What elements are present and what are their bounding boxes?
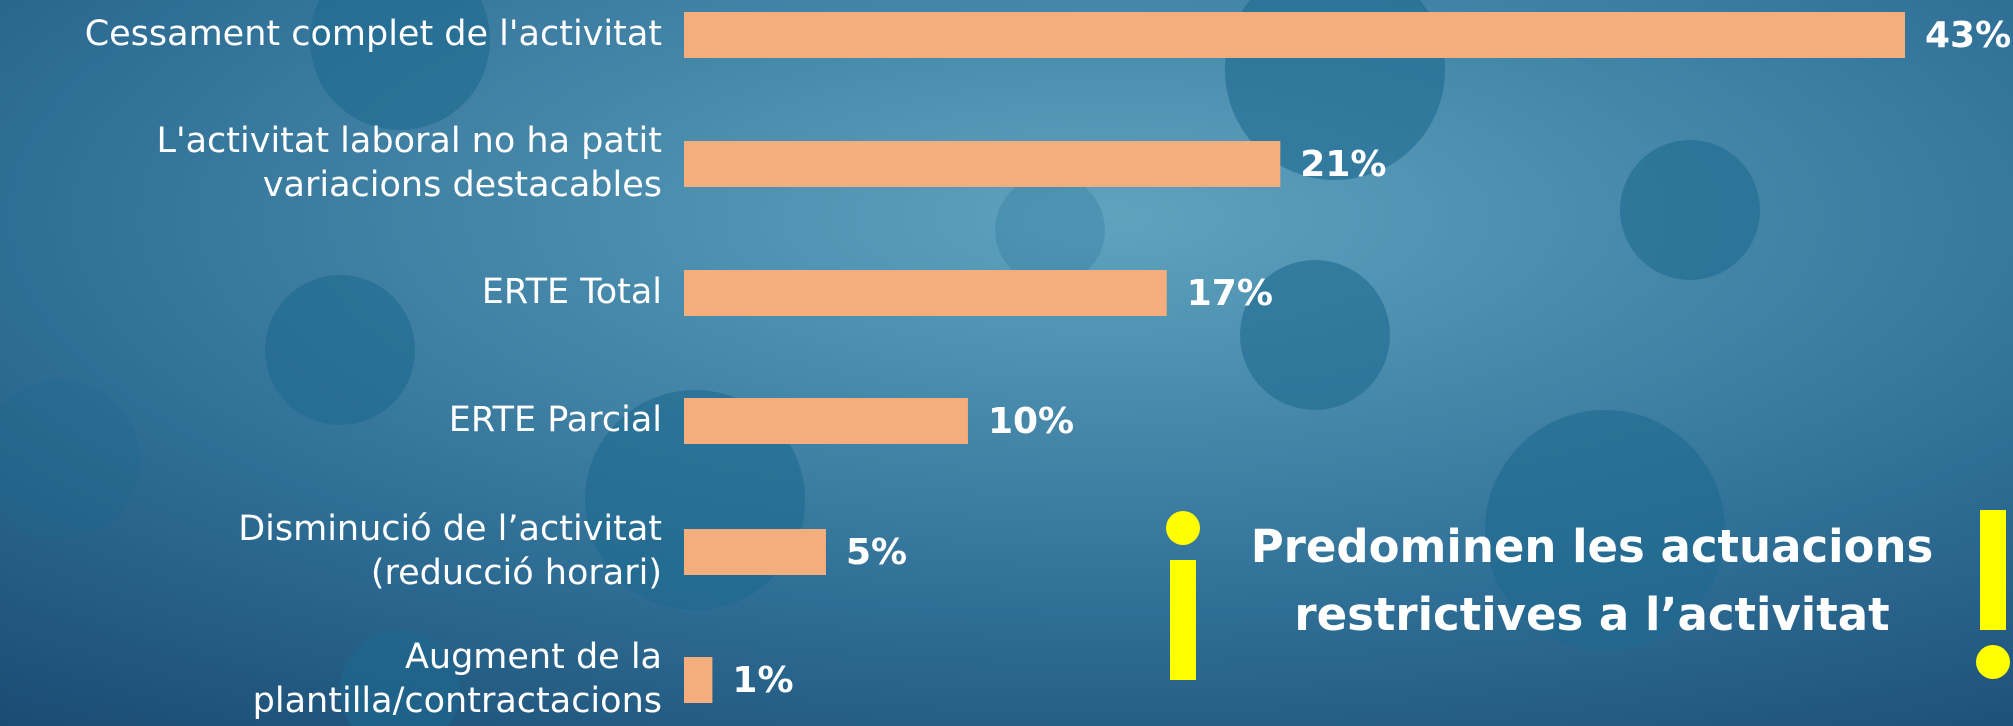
value-label: 1% — [732, 660, 793, 701]
bar — [684, 529, 826, 575]
bar — [684, 657, 713, 703]
exclamation-marks — [1166, 510, 2010, 680]
category-label: ERTE Total — [482, 272, 662, 312]
category-label: ERTE Parcial — [449, 400, 662, 440]
category-label: Disminució de l’activitat — [238, 509, 662, 549]
annotation: Predominen les actuacions — [1251, 520, 1934, 573]
bar — [684, 398, 968, 444]
bar — [684, 270, 1167, 316]
bar — [684, 12, 1905, 58]
category-label: Augment de la — [405, 637, 662, 677]
category-label: L'activitat laboral no ha patit — [156, 121, 662, 161]
value-label: 17% — [1187, 273, 1273, 314]
category-label: variacions destacables — [263, 165, 662, 205]
value-label: 43% — [1925, 15, 2011, 56]
category-label: Cessament complet de l'activitat — [85, 14, 662, 54]
category-label: plantilla/contractacions — [253, 681, 662, 721]
value-label: 21% — [1300, 144, 1386, 185]
value-label: 10% — [988, 401, 1074, 442]
annotation: restrictives a l’activitat — [1294, 588, 1889, 641]
value-label: 5% — [846, 532, 907, 573]
category-label: (reducció horari) — [371, 553, 662, 593]
bar — [684, 141, 1281, 187]
plot: Cessament complet de l'activitat 43% L'act… — [85, 12, 2011, 721]
